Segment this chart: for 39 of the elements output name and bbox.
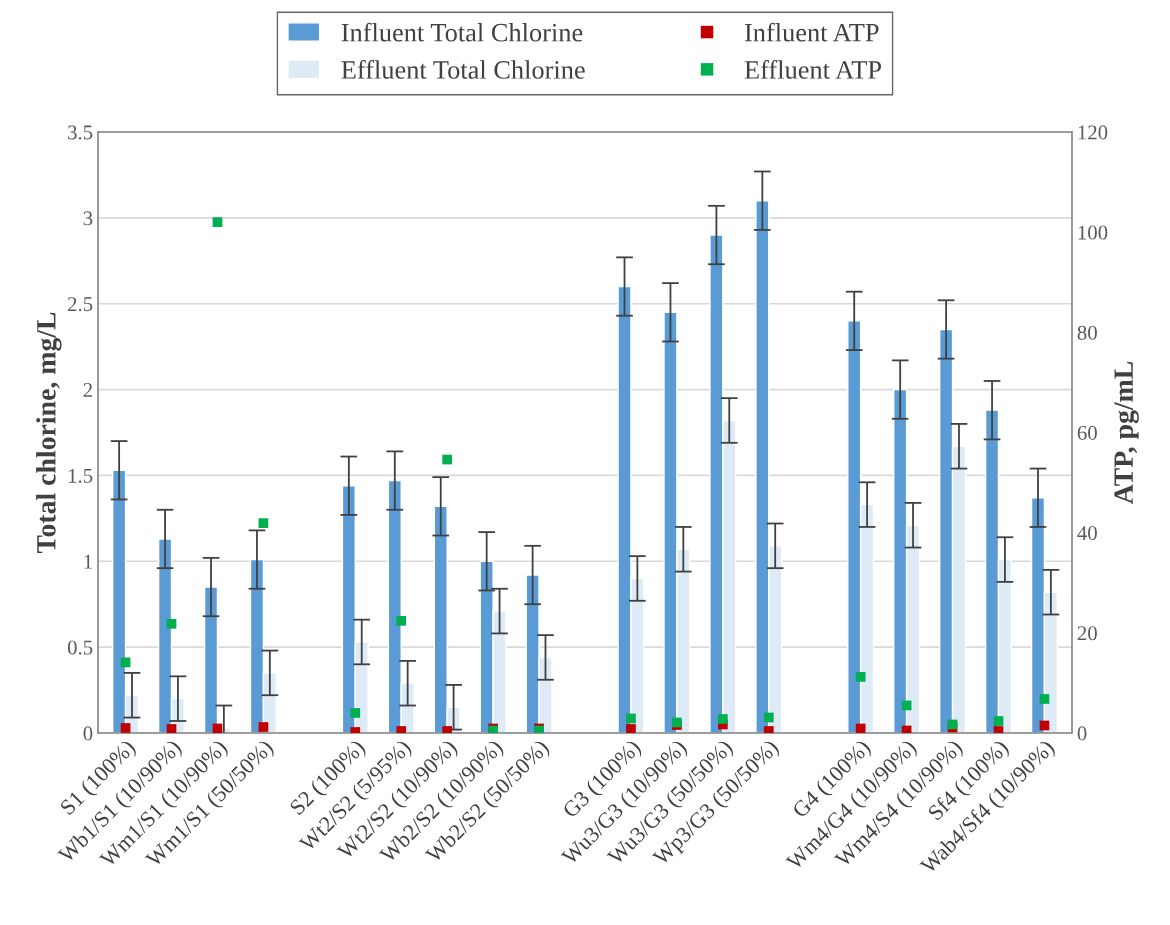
point [212,217,223,228]
point [166,724,177,733]
y-tick-label: 3 [83,211,93,226]
y-tick-label: 3.5 [68,125,93,140]
point [855,723,866,733]
point [855,672,866,682]
y-tick-label: 2.5 [68,297,93,312]
y-tick-label: 0 [83,726,93,741]
y2-tick-label: 40 [1077,526,1097,541]
y-tick-label: 1 [84,554,92,569]
point [1039,694,1050,704]
point [120,723,131,733]
point [993,716,1004,726]
point [626,724,636,733]
y2-tick-label: 20 [1077,626,1097,641]
legend-label: Effluent Total Chlorine [341,60,585,79]
point [258,722,269,732]
y-tick-label: 0.5 [67,640,93,655]
point [396,615,407,626]
legend-label: Influent Total Chlorine [341,22,583,42]
bar [203,586,219,733]
y-axis-title: Total chlorine, mg/L [36,312,62,554]
y-tick-label: 2 [83,383,92,397]
y2-tick-label: 80 [1077,325,1097,340]
point [626,713,636,724]
point [717,714,728,724]
point [763,712,774,723]
y-tick-label: 1.5 [68,468,93,483]
y2-tick-label: 100 [1078,225,1108,240]
point [258,518,269,529]
point [442,454,453,465]
point [166,618,177,629]
y2-tick-label: 120 [1078,125,1108,140]
legend-label: Influent ATP [744,22,879,42]
legend-label: Effluent ATP [744,60,881,79]
y2-tick-label: 60 [1077,425,1097,440]
y2-axis-title: ATP, pg/mL [1114,361,1139,505]
point [350,708,361,718]
y2-tick-label: 0 [1077,726,1087,741]
